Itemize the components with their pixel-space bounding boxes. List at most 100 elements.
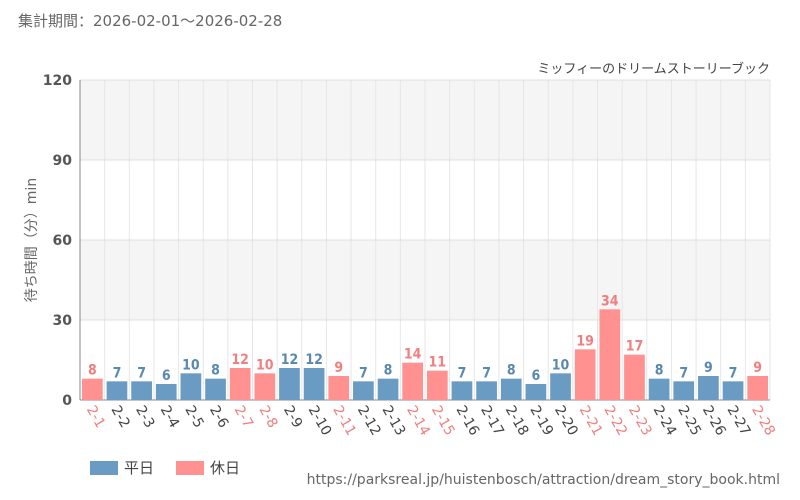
legend: 平日 休日 [90, 457, 262, 478]
data-label-2-12: 7 [359, 365, 368, 381]
bar-2-19 [525, 384, 547, 400]
x-tick-label-2-20: 2-20 [551, 403, 581, 439]
bar-2-25 [673, 381, 695, 400]
data-label-2-21: 19 [576, 333, 594, 349]
data-label-2-11: 9 [334, 360, 343, 376]
chart-title: ミッフィーのドリームストーリーブック [537, 61, 770, 77]
x-tick-label-2-8: 2-8 [255, 403, 280, 431]
x-tick-label-2-7: 2-7 [231, 403, 256, 431]
legend-label-weekday: 平日 [124, 459, 155, 477]
gridlines [79, 79, 771, 401]
x-tick-label-2-17: 2-17 [477, 403, 507, 439]
legend-item-weekday: 平日 [90, 457, 154, 478]
x-tick-label-2-28: 2-28 [748, 403, 778, 439]
x-tick-label-2-24: 2-24 [650, 403, 680, 439]
bar-2-7 [229, 368, 251, 400]
x-tick-label-2-19: 2-19 [526, 403, 556, 439]
data-label-2-6: 8 [211, 363, 220, 379]
data-label-2-2: 7 [113, 365, 122, 381]
x-axis-ticks: 2-1 2-2 2-3 2-4 2-5 2-6 2-7 2-8 2-9 2-102-112-122… [83, 403, 778, 439]
x-tick-label-2-5: 2-5 [181, 403, 206, 431]
data-label-2-17: 7 [482, 365, 491, 381]
bar-2-17 [476, 381, 497, 400]
bar-2-10 [303, 368, 325, 400]
bar-2-18 [500, 378, 522, 400]
data-label-2-27: 7 [729, 365, 738, 381]
x-tick-label-2-25: 2-25 [674, 403, 704, 439]
data-label-2-28: 9 [753, 360, 762, 376]
data-label-2-19: 6 [532, 368, 541, 384]
x-tick-label-2-9: 2-9 [280, 403, 305, 431]
x-tick-label-2-10: 2-10 [305, 403, 335, 439]
y-axis-ticks: 0 30 60 90 120 [43, 73, 72, 409]
data-label-2-16: 7 [458, 365, 467, 381]
x-tick-label-2-1: 2-1 [83, 403, 108, 431]
bar-2-21 [574, 349, 596, 400]
data-label-2-9: 12 [281, 352, 299, 368]
data-label-2-25: 7 [679, 365, 688, 381]
data-label-2-26: 9 [704, 360, 713, 376]
data-label-2-3: 7 [137, 365, 146, 381]
bar-2-11 [328, 376, 350, 400]
bar-2-9 [279, 368, 300, 400]
data-label-2-18: 8 [507, 363, 516, 379]
y-tick-label: 60 [53, 233, 73, 249]
x-tick-label-2-12: 2-12 [354, 403, 384, 439]
x-tick-label-2-23: 2-23 [625, 403, 655, 439]
y-tick-label: 90 [53, 153, 73, 169]
legend-swatch-holiday [176, 460, 205, 475]
data-label-2-15: 11 [429, 355, 447, 371]
bar-2-1 [81, 378, 103, 400]
x-tick-label-2-3: 2-3 [132, 403, 157, 431]
bar-2-15 [426, 370, 448, 400]
x-tick-label-2-27: 2-27 [724, 403, 754, 439]
x-tick-label-2-2: 2-2 [108, 403, 133, 431]
x-tick-label-2-26: 2-26 [699, 403, 729, 439]
bar-2-5 [180, 373, 202, 400]
data-label-2-4: 6 [162, 368, 171, 384]
x-tick-label-2-15: 2-15 [428, 403, 458, 439]
bar-2-20 [550, 373, 571, 400]
y-tick-label: 120 [43, 73, 72, 89]
data-label-2-22: 34 [601, 293, 619, 309]
source-url: https://parksreal.jp/huistenbosch/attrac… [306, 472, 780, 488]
data-label-2-1: 8 [88, 363, 97, 379]
bar-2-14 [402, 362, 424, 400]
bar-2-2 [106, 381, 128, 400]
bar-2-16 [451, 381, 473, 400]
bar-2-27 [722, 381, 744, 400]
bar-2-28 [747, 376, 769, 400]
data-label-2-13: 8 [384, 363, 393, 379]
bar-2-6 [205, 378, 226, 400]
period-label: 集計期間：2026-02-01〜2026-02-28 [18, 12, 283, 30]
bar-2-24 [648, 378, 670, 400]
x-tick-label-2-13: 2-13 [379, 403, 409, 439]
x-tick-label-2-22: 2-22 [600, 403, 630, 439]
bar-2-26 [698, 376, 719, 400]
data-label-2-10: 12 [305, 352, 323, 368]
data-label-2-24: 8 [655, 363, 664, 379]
x-tick-label-2-18: 2-18 [502, 403, 532, 439]
x-tick-label-2-16: 2-16 [453, 403, 483, 439]
data-label-2-5: 10 [182, 357, 200, 373]
bar-2-13 [377, 378, 399, 400]
legend-label-holiday: 休日 [210, 459, 241, 477]
x-tick-label-2-21: 2-21 [576, 403, 606, 439]
data-label-2-23: 17 [626, 339, 644, 355]
bar-2-4 [155, 384, 177, 400]
bar-2-8 [254, 373, 276, 400]
y-tick-label: 30 [53, 313, 73, 329]
bars [81, 309, 769, 400]
data-label-2-7: 12 [231, 352, 249, 368]
bar-2-23 [624, 354, 645, 400]
legend-item-holiday: 休日 [176, 457, 240, 478]
x-tick-label-2-11: 2-11 [329, 403, 359, 439]
x-tick-label-2-14: 2-14 [403, 403, 433, 439]
bar-2-3 [131, 381, 152, 400]
data-label-2-8: 10 [256, 357, 274, 373]
bar-2-22 [599, 309, 621, 400]
bar-2-12 [353, 381, 374, 400]
y-tick-label: 0 [62, 393, 72, 409]
